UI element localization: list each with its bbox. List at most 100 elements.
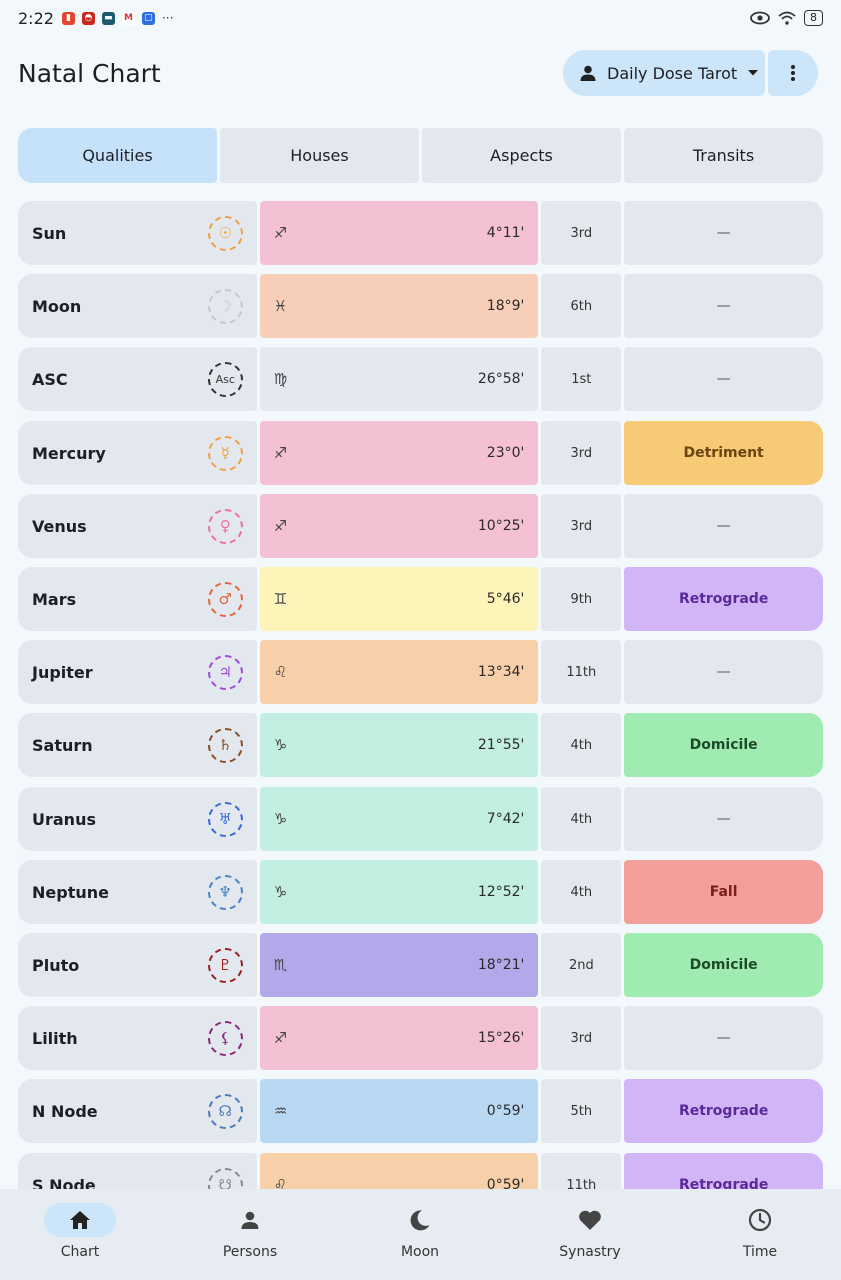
nav-item-moon[interactable]: Moon [360,1189,480,1280]
planet-name: Pluto [32,955,80,975]
status-badge: — [624,494,823,558]
house-cell: 9th [541,567,622,631]
table-row[interactable]: Pluto ♇ ♏ 18°21' 2nd Domicile [18,933,823,997]
status-badge: Domicile [624,933,823,997]
nav-item-persons[interactable]: Persons [190,1189,310,1280]
status-badge: — [624,640,823,704]
tab-aspects[interactable]: Aspects [422,128,621,183]
battery-indicator: 8 [804,10,823,26]
status-badge: — [624,347,823,411]
degree-value: 26°58' [477,371,525,387]
table-row[interactable]: Neptune ♆ ♑ 12°52' 4th Fall [18,860,823,924]
planet-symbol-icon: ♃ [207,654,243,690]
degree-value: 13°34' [477,664,525,680]
status-badge: Retrograde [624,1079,823,1143]
app-header: Natal Chart Daily Dose Tarot [0,50,841,96]
person-select-dropdown[interactable]: Daily Dose Tarot [563,50,765,96]
sign-cell: ♓ 18°9' [259,274,539,338]
person-icon [580,65,596,81]
planet-name: N Node [32,1101,98,1121]
sign-cell: ♌ 13°34' [259,640,539,704]
degree-value: 0°59' [486,1177,525,1189]
nav-label: Moon [400,1244,440,1260]
notification-icon: ◓ [81,11,95,25]
more-options-button[interactable] [768,50,818,96]
table-row[interactable]: Saturn ♄ ♑ 21°55' 4th Domicile [18,713,823,777]
degree-value: 18°21' [477,957,525,973]
table-row[interactable]: Mercury ☿ ♐ 23°0' 3rd Detriment [18,421,823,485]
table-row[interactable]: Sun ☉ ♐ 4°11' 3rd — [18,201,823,265]
tab-houses[interactable]: Houses [220,128,419,183]
planet-name: Lilith [32,1028,78,1048]
nav-item-time[interactable]: Time [700,1189,820,1280]
sign-cell: ♍ 26°58' [259,347,539,411]
planet-name: ASC [32,369,68,389]
planet-symbol-icon: ♂ [207,581,243,617]
status-bar: 2:22 ▮ ◓ ▬ M ▢ ··· 8 [0,0,841,36]
planet-name: Saturn [32,735,93,755]
table-row[interactable]: Mars ♂ ♊ 5°46' 9th Retrograde [18,567,823,631]
chevron-down-icon [748,70,759,76]
clock-icon [724,1203,796,1237]
house-cell: 3rd [541,1006,622,1070]
notification-icon: ▢ [141,11,155,25]
zodiac-sign-icon: ♒ [273,1102,288,1120]
table-row[interactable]: S Node ☋ ♌ 0°59' 11th Retrograde [18,1153,823,1189]
table-row[interactable]: Lilith ⚸ ♐ 15°26' 3rd — [18,1006,823,1070]
planet-name: Mars [32,589,77,609]
house-cell: 4th [541,787,622,851]
house-cell: 11th [541,1153,622,1189]
table-row[interactable]: Uranus ♅ ♑ 7°42' 4th — [18,787,823,851]
tab-qualities[interactable]: Qualities [18,128,217,183]
nav-label: Synastry [559,1244,621,1260]
planet-name-cell: Lilith ⚸ [18,1006,257,1070]
nav-item-chart[interactable]: Chart [20,1189,140,1280]
bottom-navigation: Chart Persons Moon Synastry Time [0,1189,841,1280]
house-cell: 3rd [541,421,622,485]
zodiac-sign-icon: ♑ [273,883,288,901]
wifi-icon [778,11,796,25]
zodiac-sign-icon: ♌ [273,1176,288,1189]
tab-transits[interactable]: Transits [624,128,823,183]
person-icon [214,1203,286,1237]
planet-symbol-icon: ♅ [207,801,243,837]
status-badge: Detriment [624,421,823,485]
eye-icon [750,11,770,25]
sign-cell: ♑ 12°52' [259,860,539,924]
house-cell: 3rd [541,201,622,265]
status-badge: Domicile [624,713,823,777]
table-row[interactable]: Jupiter ♃ ♌ 13°34' 11th — [18,640,823,704]
planet-name: Jupiter [32,662,93,682]
zodiac-sign-icon: ♐ [273,444,288,462]
degree-value: 4°11' [486,225,525,241]
zodiac-sign-icon: ♌ [273,663,288,681]
house-cell: 2nd [541,933,622,997]
degree-value: 15°26' [477,1030,525,1046]
table-row[interactable]: N Node ☊ ♒ 0°59' 5th Retrograde [18,1079,823,1143]
planet-name-cell: Pluto ♇ [18,933,257,997]
table-row[interactable]: Moon ☽ ♓ 18°9' 6th — [18,274,823,338]
nav-item-synastry[interactable]: Synastry [530,1189,650,1280]
planet-symbol-icon: ♄ [207,727,243,763]
house-cell: 5th [541,1079,622,1143]
sign-cell: ♐ 23°0' [259,421,539,485]
zodiac-sign-icon: ♑ [273,736,288,754]
status-time: 2:22 [18,8,54,28]
nav-label: Time [742,1244,778,1260]
sign-cell: ♑ 21°55' [259,713,539,777]
degree-value: 7°42' [486,811,525,827]
status-badge: Retrograde [624,567,823,631]
degree-value: 21°55' [477,737,525,753]
nav-label: Chart [60,1244,100,1260]
moon-icon [384,1203,456,1237]
house-cell: 3rd [541,494,622,558]
zodiac-sign-icon: ♐ [273,1029,288,1047]
table-row[interactable]: Venus ♀ ♐ 10°25' 3rd — [18,494,823,558]
degree-value: 12°52' [477,884,525,900]
home-icon [44,1203,116,1237]
planet-symbol-icon: ⚸ [207,1020,243,1056]
planet-name-cell: N Node ☊ [18,1079,257,1143]
zodiac-sign-icon: ♓ [273,297,288,315]
notification-icon: ▮ [61,11,75,25]
table-row[interactable]: ASC Asc ♍ 26°58' 1st — [18,347,823,411]
